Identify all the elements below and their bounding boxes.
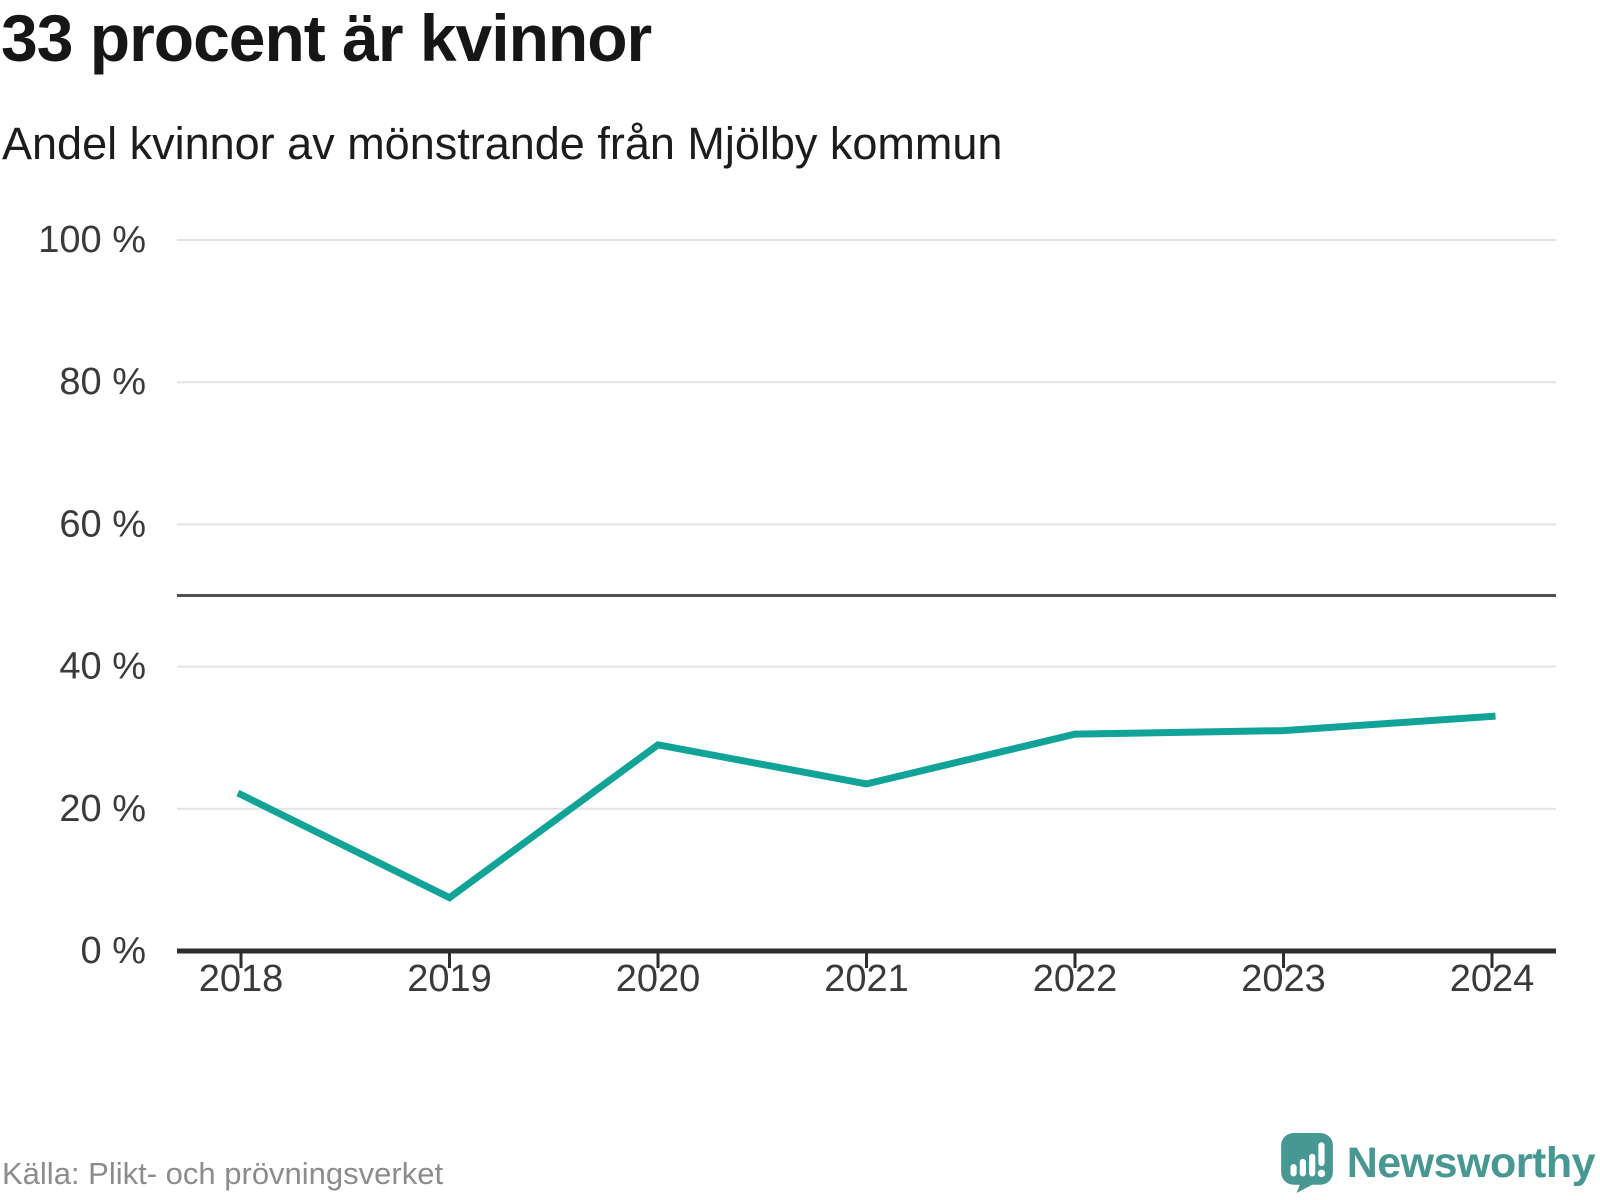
chart-title: 33 procent är kvinnor <box>1 1 652 75</box>
svg-text:2018: 2018 <box>199 958 284 1000</box>
svg-text:2021: 2021 <box>824 958 909 1000</box>
x-ticks <box>239 953 1494 968</box>
logo-bars-icon <box>1290 1142 1325 1178</box>
source-note: Källa: Plikt- och prövningsverket <box>2 1156 444 1191</box>
newsworthy-logo-text: Newsworthy <box>1346 1138 1596 1187</box>
svg-text:2022: 2022 <box>1033 958 1118 1000</box>
gridlines <box>177 239 1556 810</box>
data-line-andel-kvinnor <box>236 712 1496 902</box>
x-axis-labels: 2018 2019 2020 2021 2022 2023 2024 <box>199 958 1535 1000</box>
svg-text:2023: 2023 <box>1241 958 1326 1000</box>
svg-text:2020: 2020 <box>616 958 701 1000</box>
svg-text:2024: 2024 <box>1450 958 1535 1000</box>
svg-text:100 %: 100 % <box>38 219 146 261</box>
svg-text:40 %: 40 % <box>59 646 146 688</box>
chart-subtitle: Andel kvinnor av mönstrande från Mjölby … <box>2 118 1003 169</box>
svg-text:80 %: 80 % <box>59 361 146 403</box>
newsworthy-logo-icon <box>1280 1133 1333 1193</box>
newsworthy-logo: Newsworthy <box>1280 1126 1596 1200</box>
svg-text:20 %: 20 % <box>59 788 146 830</box>
svg-text:0 %: 0 % <box>81 930 146 972</box>
y-axis-labels: 0 % 20 % 40 % 60 % 80 % 100 % <box>38 219 146 972</box>
svg-text:2019: 2019 <box>407 958 492 1000</box>
svg-text:60 %: 60 % <box>59 503 146 545</box>
